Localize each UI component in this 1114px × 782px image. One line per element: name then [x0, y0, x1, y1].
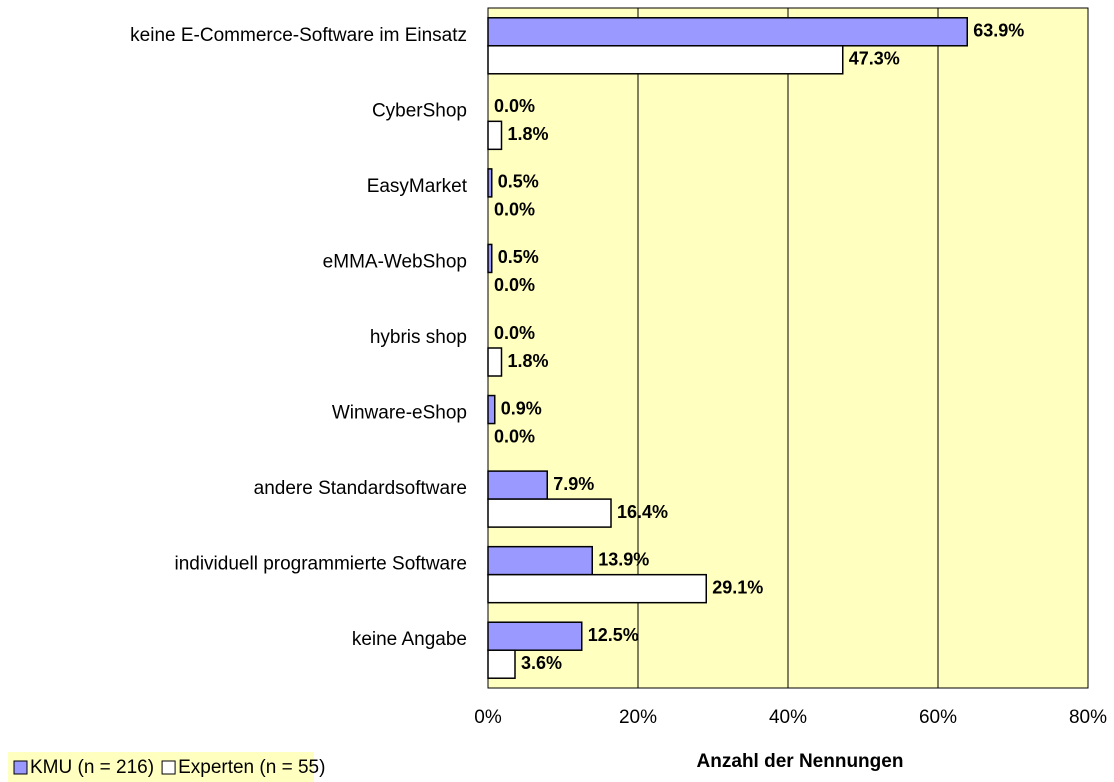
data-label: 13.9%	[598, 549, 649, 569]
data-label: 0.5%	[498, 247, 539, 267]
data-label: 12.5%	[588, 625, 639, 645]
y-tick-label: eMMA-WebShop	[323, 251, 467, 272]
data-label: 3.6%	[521, 653, 562, 673]
y-tick-label: andere Standardsoftware	[254, 478, 467, 499]
bar	[487, 470, 548, 500]
x-tick-label: 20%	[619, 707, 657, 728]
data-label: 0.0%	[494, 200, 535, 220]
bar	[487, 573, 707, 604]
x-tick-label: 0%	[474, 707, 502, 728]
data-label: 0.9%	[501, 398, 542, 418]
data-label: 16.4%	[617, 502, 668, 522]
x-tick-label: 80%	[1069, 707, 1107, 728]
y-tick-label: hybris shop	[370, 327, 467, 348]
bar	[487, 394, 496, 425]
y-tick-label: EasyMarket	[367, 176, 468, 197]
data-label: 0.0%	[494, 426, 535, 446]
legend-label: Experten (n = 55)	[178, 757, 325, 778]
bar	[487, 621, 583, 651]
data-label: 1.8%	[508, 124, 549, 144]
data-label: 47.3%	[849, 49, 900, 69]
legend-box	[8, 752, 314, 782]
data-label: 7.9%	[553, 474, 594, 494]
data-label: 63.9%	[973, 21, 1024, 41]
bar	[487, 45, 844, 75]
bar	[487, 498, 612, 528]
data-label: 0.0%	[494, 96, 535, 116]
data-label: 29.1%	[712, 577, 763, 597]
bar	[487, 17, 968, 47]
data-label: 0.5%	[498, 172, 539, 192]
bar	[487, 347, 503, 377]
data-label: 0.0%	[494, 323, 535, 343]
data-label: 1.8%	[508, 351, 549, 371]
y-tick-label: Winware-eShop	[332, 403, 467, 424]
y-tick-label: keine Angabe	[352, 629, 467, 650]
y-tick-label: individuell programmierte Software	[174, 554, 467, 575]
bar	[487, 545, 593, 576]
x-tick-label: 40%	[769, 707, 807, 728]
legend-label: KMU (n = 216)	[30, 757, 154, 778]
bar	[487, 168, 493, 198]
y-tick-label: keine E-Commerce-Software im Einsatz	[130, 25, 467, 46]
legend-swatch	[13, 760, 28, 775]
y-tick-label: CyberShop	[372, 100, 467, 121]
x-axis-title: Anzahl der Nennungen	[697, 751, 904, 772]
data-label: 0.0%	[494, 275, 535, 295]
bar	[487, 649, 516, 679]
x-tick-label: 60%	[919, 707, 957, 728]
bar	[487, 120, 503, 151]
bar	[487, 243, 493, 274]
legend-swatch	[161, 760, 176, 775]
